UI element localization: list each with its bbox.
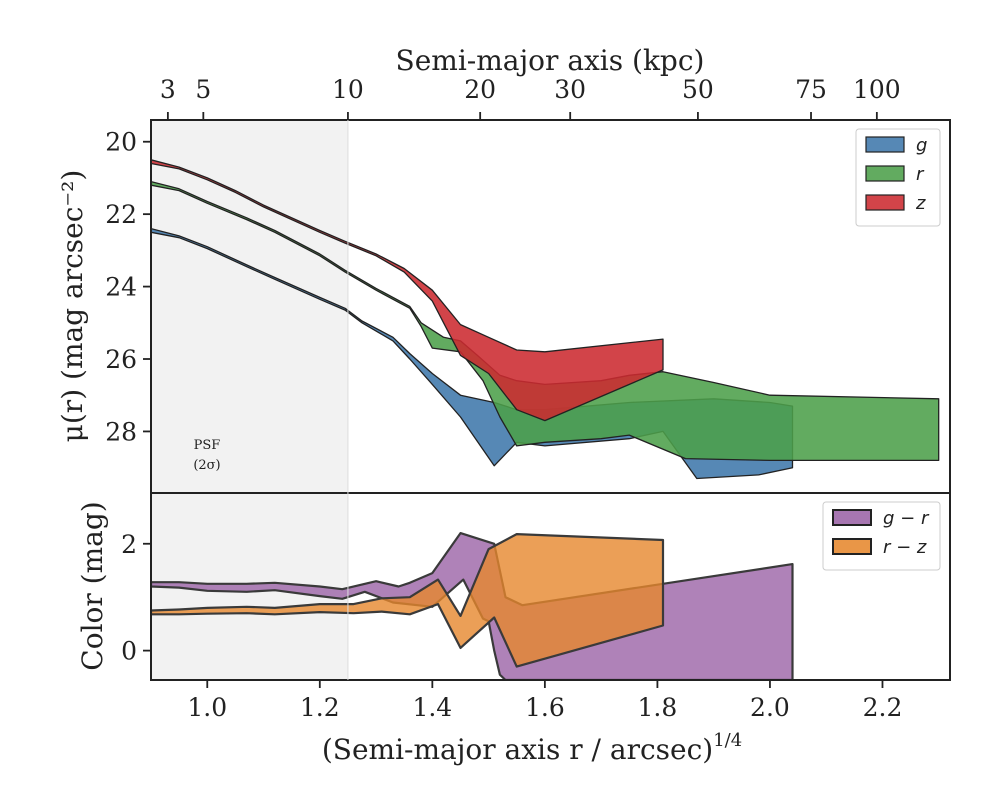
x-tick-label: 1.6: [525, 693, 565, 722]
legend-swatch: [832, 509, 872, 526]
top-tick-label: 5: [195, 75, 211, 104]
y-ticks-top: 20 22 24 26 28: [105, 128, 151, 446]
psf-label-line2: (2σ): [193, 458, 220, 473]
psf-shade-top: [151, 120, 348, 493]
x-ticks-bottom: 1.0 1.2 1.4 1.6 1.8 2.0 2.2: [187, 680, 902, 722]
y-tick-label-top: 20: [105, 128, 137, 157]
x-tick-label: 1.4: [412, 693, 452, 722]
top-tick-label: 3: [160, 75, 176, 104]
band-gr: [151, 532, 794, 680]
surface-brightness-bands: [151, 159, 940, 480]
band-r: [151, 180, 940, 462]
x-axis-title-sup: 1/4: [713, 730, 742, 751]
color-panel: 02 1.0 1.2 1.4 1.6 1.8 2.0 2.2 g − rr − z: [121, 492, 951, 722]
y-tick-label-top: 24: [105, 273, 137, 302]
psf-label-line1: PSF: [194, 438, 221, 453]
legend-swatch: [865, 136, 905, 153]
y-axis-title-top: μ(r) (mag arcsec⁻²): [56, 170, 89, 443]
x-tick-label: 2.0: [750, 693, 790, 722]
top-tick-label: 10: [332, 75, 364, 104]
legend-swatch: [832, 538, 872, 555]
y-tick-label-top: 22: [105, 200, 137, 229]
top-kpc-ticks: 3 5 10 20 30 50 75 100: [160, 75, 901, 120]
x-axis-title: (Semi-major axis r / arcsec)1/4: [322, 730, 742, 766]
top-tick-label: 75: [795, 75, 827, 104]
top-tick-label: 30: [554, 75, 586, 104]
legend-label: g − r: [883, 508, 930, 529]
legend-swatch: [865, 165, 905, 182]
legend-label: g: [916, 135, 927, 156]
top-tick-label: 20: [464, 75, 496, 104]
x-tick-label: 1.8: [638, 693, 678, 722]
x-tick-label: 2.2: [863, 693, 903, 722]
y-tick-label-top: 28: [105, 417, 137, 446]
y-tick-label-bottom: 0: [121, 637, 137, 666]
legend-label: r: [916, 164, 925, 185]
legend-bands: grz: [855, 128, 941, 227]
band-rz: [151, 533, 665, 668]
x-tick-label: 1.2: [300, 693, 340, 722]
legend-swatch: [865, 194, 905, 211]
band-z: [151, 159, 664, 422]
y-axis-title-bottom: Color (mag): [76, 501, 109, 670]
plot-frame-bottom: [150, 492, 951, 681]
top-axis-title: Semi-major axis (kpc): [396, 44, 705, 77]
y-tick-label-bottom: 2: [121, 530, 137, 559]
legend-label: r − z: [883, 537, 927, 558]
x-tick-label: 1.0: [187, 693, 227, 722]
legend-label: z: [915, 193, 926, 214]
surface-brightness-panel: PSF (2σ) 20 22 24 26 28 3 5 10 20 30 50 75 100 grz: [105, 75, 951, 494]
y-tick-label-top: 26: [105, 345, 137, 374]
x-axis-title-base: (Semi-major axis r / arcsec): [322, 733, 713, 766]
top-tick-label: 100: [853, 75, 901, 104]
top-tick-label: 50: [682, 75, 714, 104]
color-bands: [151, 532, 794, 680]
y-ticks-bottom: 02: [121, 530, 151, 666]
legend-colors: g − r r − z: [822, 501, 941, 571]
